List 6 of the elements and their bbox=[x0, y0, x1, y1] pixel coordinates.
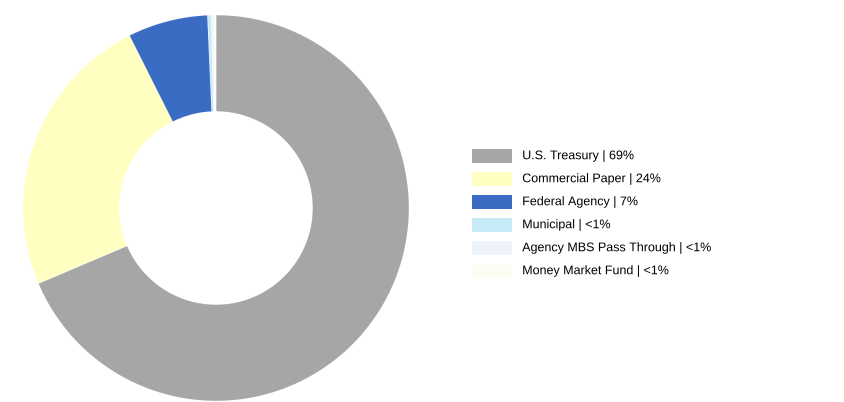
legend-label: Federal Agency | 7% bbox=[523, 196, 638, 208]
legend-label: Money Market Fund | <1% bbox=[523, 265, 668, 277]
legend-label: U.S. Treasury | 69% bbox=[523, 150, 634, 162]
legend-label: Agency MBS Pass Through | <1% bbox=[522, 242, 711, 254]
legend-label: Commercial Paper | 24% bbox=[522, 173, 660, 185]
legend-label: Municipal | <1% bbox=[523, 219, 610, 231]
